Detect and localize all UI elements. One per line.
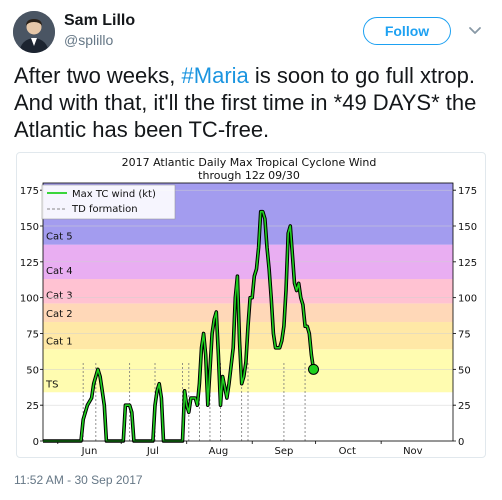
y-tick-label-right: 75 bbox=[458, 330, 471, 341]
chart-legend: Max TC wind (kt) TD formation bbox=[41, 184, 176, 220]
endpoint-marker bbox=[308, 363, 320, 375]
y-tick-label-left: 100 bbox=[20, 294, 39, 305]
y-tick-label-left: 150 bbox=[20, 222, 39, 233]
y-tick-label-left: 25 bbox=[26, 401, 39, 412]
tweet-timestamp[interactable]: 11:52 AM - 30 Sep 2017 bbox=[14, 473, 143, 487]
follow-button[interactable]: Follow bbox=[363, 17, 451, 45]
avatar[interactable] bbox=[13, 11, 55, 53]
chevron-down-icon[interactable] bbox=[467, 22, 483, 38]
legend-box bbox=[41, 184, 176, 220]
x-tick-label: Jul bbox=[146, 446, 159, 457]
chart-subtitle: through 12z 09/30 bbox=[198, 169, 300, 182]
y-tick-label-left: 0 bbox=[33, 437, 39, 448]
tweet-text: After two weeks, #Maria is soon to go fu… bbox=[14, 62, 492, 143]
wind-line bbox=[43, 210, 315, 442]
x-tick-label: Nov bbox=[403, 446, 423, 457]
y-tick-label-right: 0 bbox=[458, 437, 464, 448]
user-handle[interactable]: @splillo bbox=[64, 32, 114, 48]
category-label: Cat 3 bbox=[46, 290, 73, 301]
category-label: Cat 5 bbox=[46, 232, 73, 243]
category-label: TS bbox=[45, 379, 58, 390]
y-tick-label-right: 50 bbox=[458, 365, 471, 376]
tweet-media-chart[interactable]: 2017 Atlantic Daily Max Tropical Cyclone… bbox=[16, 152, 486, 458]
category-label: Cat 2 bbox=[46, 309, 73, 320]
y-tick-label-left: 175 bbox=[20, 186, 39, 197]
legend-label-wind: Max TC wind (kt) bbox=[72, 189, 156, 200]
y-tick-label-right: 25 bbox=[458, 401, 471, 412]
x-tick-label: Aug bbox=[209, 446, 229, 457]
x-tick-label: Oct bbox=[339, 446, 356, 457]
y-tick-label-left: 50 bbox=[26, 365, 39, 376]
category-band bbox=[43, 279, 453, 304]
category-label: Cat 1 bbox=[46, 336, 73, 347]
person-avatar-icon bbox=[13, 11, 55, 53]
y-tick-label-right: 150 bbox=[458, 222, 477, 233]
x-tick-label: Sep bbox=[274, 446, 293, 457]
y-tick-label-right: 175 bbox=[458, 186, 477, 197]
y-tick-label-left: 75 bbox=[26, 330, 39, 341]
category-label: Cat 4 bbox=[46, 266, 73, 277]
plot-frame bbox=[42, 182, 454, 442]
chart-title: 2017 Atlantic Daily Max Tropical Cyclone… bbox=[122, 156, 377, 169]
x-tick-label: Jun bbox=[81, 446, 98, 457]
legend-label-td: TD formation bbox=[71, 204, 138, 215]
tweet-text-before: After two weeks, bbox=[14, 63, 182, 88]
display-name[interactable]: Sam Lillo bbox=[64, 12, 136, 29]
tweet-text-after: is soon to go full xtrop. And with that,… bbox=[14, 63, 477, 142]
y-tick-label-right: 100 bbox=[458, 294, 477, 305]
wind-chart: 2017 Atlantic Daily Max Tropical Cyclone… bbox=[20, 156, 477, 457]
y-tick-label-left: 125 bbox=[20, 258, 39, 269]
y-tick-label-right: 125 bbox=[458, 258, 477, 269]
hashtag-link[interactable]: #Maria bbox=[181, 63, 249, 88]
